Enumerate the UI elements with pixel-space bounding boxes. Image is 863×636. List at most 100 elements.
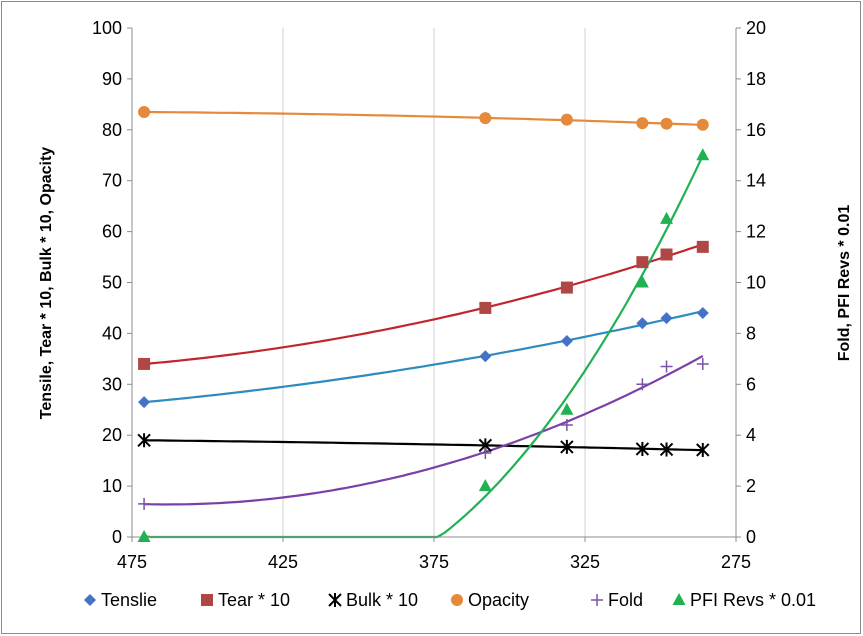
marker-square — [636, 256, 649, 269]
circle-mark — [479, 112, 492, 125]
circle-mark — [560, 113, 573, 126]
plus-mark — [560, 419, 573, 432]
asterisk-mark — [560, 439, 574, 454]
y-tick-label-left: 100 — [92, 18, 122, 38]
marker-circle — [479, 112, 492, 125]
trend-line-5 — [143, 155, 704, 539]
legend-item: Tear * 10 — [201, 590, 290, 610]
triangle-mark — [560, 402, 574, 415]
circle-mark — [138, 105, 151, 118]
square-mark — [636, 256, 649, 269]
data-markers — [137, 105, 710, 542]
marker-square — [660, 248, 673, 261]
y-tick-label-right: 6 — [746, 374, 756, 394]
marker-diamond — [560, 335, 573, 348]
y-axis-left-title: Tensile, Tear * 10, Bulk * 10, Opacity — [38, 147, 55, 420]
legend-label: Fold — [608, 590, 643, 610]
y-tick-label-left: 90 — [102, 69, 122, 89]
legend-label: Tenslie — [101, 590, 157, 610]
legend-label: Bulk * 10 — [346, 590, 418, 610]
y-tick-label-right: 2 — [746, 476, 756, 496]
trend-line-2 — [144, 439, 703, 452]
y-axis-right-title: Fold, PFI Revs * 0.01 — [836, 205, 853, 362]
y-tick-label-right: 18 — [746, 69, 766, 89]
x-tick-label: 425 — [268, 552, 298, 572]
marker-plus — [636, 378, 649, 391]
triangle-mark — [635, 275, 649, 288]
legend: Tenslie Tear * 10 Bulk * 10 Opacity Fold PFI … — [84, 590, 816, 610]
x-tick-label: 375 — [419, 552, 449, 572]
y-tick-label-right: 16 — [746, 120, 766, 140]
trend-line-1 — [144, 243, 704, 366]
legend-marker — [201, 594, 213, 606]
triangle-mark — [660, 211, 674, 224]
x-tick-label: 475 — [117, 552, 147, 572]
y-tick-label-left: 50 — [102, 273, 122, 293]
triangle-mark — [696, 148, 710, 161]
marker-triangle — [478, 479, 492, 492]
y-tick-label-right: 14 — [746, 171, 766, 191]
triangle-mark — [672, 593, 686, 605]
y-tick-label-right: 10 — [746, 273, 766, 293]
triangle-mark — [137, 530, 151, 542]
plus-mark — [696, 357, 709, 370]
square-mark — [138, 357, 151, 370]
y-tick-label-left: 60 — [102, 222, 122, 242]
legend-label: PFI Revs * 0.01 — [690, 590, 816, 610]
marker-circle — [636, 117, 649, 130]
square-mark — [479, 301, 492, 314]
marker-asterisk — [560, 439, 574, 454]
marker-diamond — [138, 396, 151, 409]
asterisk-mark — [696, 442, 710, 457]
marker-triangle — [696, 148, 710, 161]
marker-plus — [696, 357, 709, 370]
legend-label: Opacity — [468, 590, 529, 610]
plus-mark — [636, 378, 649, 391]
legend-marker — [672, 593, 686, 605]
plus-mark — [138, 497, 151, 510]
trend-line-0 — [143, 310, 704, 404]
marker-circle — [138, 105, 151, 118]
marker-plus — [560, 419, 573, 432]
marker-asterisk — [635, 441, 650, 456]
marker-square — [479, 301, 492, 314]
y-tick-label-right: 8 — [746, 323, 756, 343]
marker-diamond — [696, 307, 709, 320]
circle-mark — [636, 117, 649, 130]
marker-circle — [560, 113, 573, 126]
marker-plus — [479, 447, 492, 460]
asterisk-mark — [635, 441, 650, 456]
y-tick-label-left: 10 — [102, 476, 122, 496]
y-tick-label-right: 20 — [746, 18, 766, 38]
circle-mark — [696, 118, 709, 131]
legend-item: Bulk * 10 — [328, 590, 418, 610]
diamond-mark — [84, 594, 96, 606]
legend-item: Tenslie — [84, 590, 157, 610]
legend-item: Opacity — [451, 590, 529, 610]
diamond-mark — [696, 307, 709, 320]
diamond-mark — [560, 335, 573, 348]
y-tick-label-left: 80 — [102, 120, 122, 140]
marker-asterisk — [137, 433, 151, 448]
marker-asterisk — [696, 442, 710, 457]
plus-mark — [660, 360, 673, 373]
marker-plus — [138, 497, 151, 510]
marker-triangle — [560, 402, 574, 415]
triangle-mark — [478, 479, 492, 492]
asterisk-mark — [328, 593, 342, 607]
x-tick-label: 275 — [721, 552, 751, 572]
marker-circle — [696, 118, 709, 131]
x-tick-label: 325 — [570, 552, 600, 572]
asterisk-mark — [659, 442, 674, 457]
legend-item: Fold — [591, 590, 643, 610]
y-tick-label-left: 30 — [102, 374, 122, 394]
diamond-mark — [636, 317, 649, 330]
square-mark — [696, 240, 709, 253]
square-mark — [660, 248, 673, 261]
plus-mark — [479, 447, 492, 460]
trend-line-4 — [144, 354, 704, 506]
circle-mark — [451, 594, 463, 606]
asterisk-mark — [137, 433, 151, 448]
plus-mark — [591, 594, 603, 606]
